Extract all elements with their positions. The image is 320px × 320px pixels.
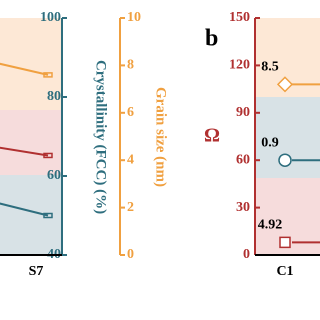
y-axis-label: Ω: [204, 125, 220, 147]
marker: [278, 153, 292, 167]
y-tick-label: 8: [127, 58, 134, 73]
panel-label: b: [205, 26, 218, 52]
y-tick-label: 4: [127, 152, 134, 167]
x-tick-label: S7: [29, 264, 44, 279]
annotation: 0.9: [261, 135, 279, 150]
marker: [43, 72, 53, 78]
marker: [279, 236, 291, 249]
y-tick-label: 0: [127, 247, 134, 262]
annotation: 8.5: [261, 60, 279, 75]
band: [0, 18, 62, 110]
y-tick-label: 120: [229, 58, 250, 73]
y-tick-label: 6: [127, 105, 134, 120]
marker: [43, 152, 53, 159]
series-line: [0, 62, 49, 76]
y-tick-label: 100: [40, 10, 61, 25]
y-tick-label: 0: [243, 247, 250, 262]
series-line: [0, 202, 49, 217]
y-tick-label: 60: [236, 152, 250, 167]
marker: [43, 212, 53, 219]
series-line: [0, 146, 49, 157]
y-axis-label: Crystallinity (FCC) (%): [93, 60, 109, 214]
x-tick-label: C1: [276, 264, 293, 279]
y-tick-label: 30: [236, 200, 250, 215]
y2-axis-label: Grain size (nm): [153, 87, 169, 187]
y-tick-label: 150: [229, 10, 250, 25]
y-tick-label: 2: [127, 200, 134, 215]
marker: [276, 76, 294, 93]
annotation: 4.92: [258, 218, 283, 233]
band: [0, 110, 62, 175]
y-tick-label: 90: [236, 105, 250, 120]
y-tick-label: 80: [47, 89, 61, 104]
y-tick-label: 10: [127, 10, 141, 25]
y-tick-label: 60: [47, 168, 61, 183]
